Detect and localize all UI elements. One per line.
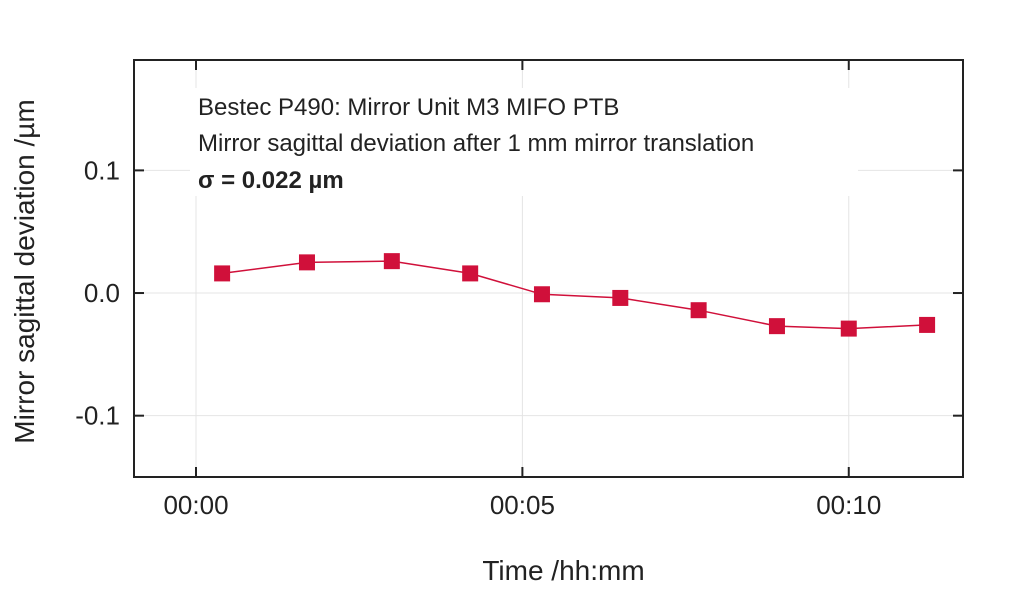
y-axis-label: Mirror sagittal deviation /µm [9, 99, 40, 443]
annotation-sigma: σ = 0.022 µm [198, 167, 344, 194]
x-tick-label: 00:10 [816, 490, 881, 520]
data-point-marker [462, 265, 479, 282]
series-line [222, 260, 928, 330]
annotation-box: Bestec P490: Mirror Unit M3 MIFO PTB Mir… [190, 88, 858, 196]
data-point-marker [533, 286, 550, 303]
data-point-marker [612, 289, 629, 306]
x-tick-label: 00:05 [490, 490, 555, 520]
data-point-marker [840, 320, 857, 337]
data-point-marker [214, 265, 231, 282]
series-layer [214, 253, 936, 337]
y-tick-label: 0.0 [84, 278, 120, 308]
x-tick-label: 00:00 [163, 490, 228, 520]
axis-ticks [134, 60, 963, 477]
annotation-subtitle: Mirror sagittal deviation after 1 mm mir… [198, 130, 754, 157]
y-tick-label: -0.1 [75, 401, 120, 431]
annotation-background [190, 88, 858, 196]
data-point-marker [383, 253, 400, 270]
x-axis-label: Time /hh:mm [482, 555, 644, 586]
data-point-marker [919, 316, 936, 333]
plot-frame [133, 59, 964, 478]
data-point-marker [690, 302, 707, 319]
data-point-marker [298, 254, 315, 271]
data-point-marker [768, 318, 785, 335]
y-tick-label: 0.1 [84, 155, 120, 185]
annotation-title: Bestec P490: Mirror Unit M3 MIFO PTB [198, 94, 619, 121]
